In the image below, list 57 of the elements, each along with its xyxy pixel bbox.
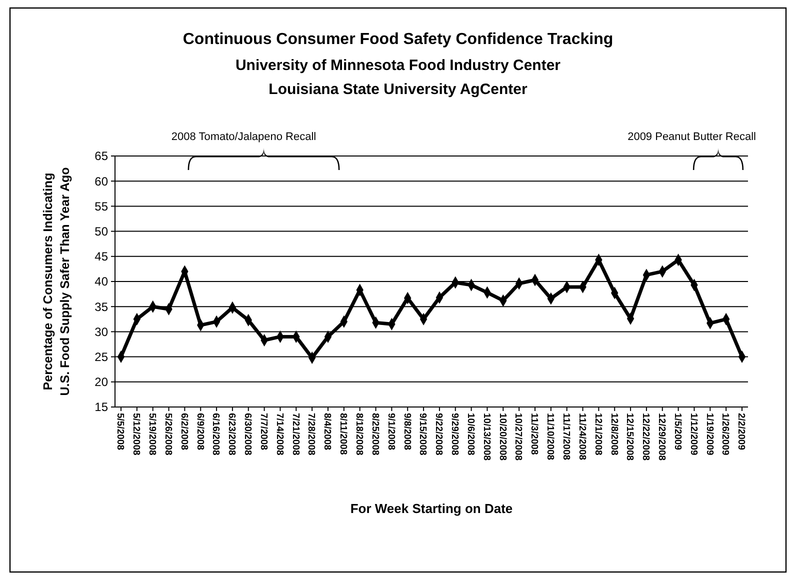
x-tick-label: 2/2/2009 [736,413,747,450]
x-tick-label: 8/11/2008 [338,413,349,455]
x-tick-label: 12/22/2008 [640,413,652,461]
x-tick-label: 1/26/2009 [720,413,731,456]
x-tick-label: 11/3/2008 [528,413,540,455]
x-tick-label: 10/13/2008 [480,413,492,461]
y-tick-label: 30 [94,324,108,339]
y-tick-label: 60 [94,174,108,188]
x-tick-label: 10/6/2008 [464,413,476,456]
x-tick-label: 9/29/2008 [449,413,460,456]
x-tick-label: 7/7/2008 [258,413,269,450]
x-tick-label: 11/24/2008 [576,413,588,460]
x-tick-label: 11/10/2008 [544,413,556,460]
x-tick-label: 11/17/2008 [560,413,572,460]
x-tick-label: 10/20/2008 [496,413,508,461]
x-tick-label: 1/5/2009 [672,413,683,450]
chart-title: Continuous Consumer Food Safety Confidence Tracking [182,31,614,48]
x-tick-label: 6/16/2008 [210,413,222,456]
x-tick-label: 12/1/2008 [592,413,604,456]
x-tick-label: 7/21/2008 [290,413,301,456]
y-tick-label: 65 [94,149,108,164]
x-tick-label: 7/28/2008 [306,413,317,456]
x-axis-title: For Week Starting on Date [350,501,513,516]
y-tick-label: 55 [94,199,108,214]
y-axis-title: Percentage of Consumers Indicating U.S. Food Supply Safer Than Year Ago [41,166,72,396]
x-tick-label: 1/12/2009 [688,413,699,456]
x-tick-label: 6/30/2008 [242,413,254,456]
x-tick-label: 9/15/2008 [417,413,428,456]
y-tick-label: 20 [94,375,108,390]
x-tick-label: 12/29/2008 [656,413,668,461]
x-tick-label: 6/2/2008 [178,413,190,450]
x-tick-label: 5/12/2008 [130,413,142,456]
y-tick-label: 45 [94,250,108,264]
text: 2008 Tomato/Jalapeno Recall [171,131,316,143]
x-tick-label: 9/22/2008 [433,413,444,456]
x-tick-label: 5/26/2008 [162,413,174,456]
x-tick-label: 6/23/2008 [226,413,238,456]
x-tick-label: 12/8/2008 [608,413,620,456]
y-tick-label: 40 [94,274,108,289]
x-tick-label: 6/9/2008 [194,413,206,450]
y-tick-label: 15 [94,400,108,414]
y-tick-label: 25 [94,350,108,364]
x-tick-label: 1/19/2009 [704,413,715,456]
y-tick-label: 50 [94,224,108,238]
y-tick-label: 35 [94,300,108,314]
x-tick-label: 8/18/2008 [354,413,365,456]
x-tick-label: 10/27/2008 [512,413,524,461]
x-tick-label: 5/5/2008 [114,413,126,450]
text: 2009 Peanut Butter Recall [628,131,756,143]
x-tick-label: 9/8/2008 [401,413,412,450]
x-tick-label: 8/25/2008 [369,413,380,456]
x-tick-label: 12/15/2008 [624,413,636,461]
x-tick-label: 8/4/2008 [322,413,333,450]
chart-subtitle: University of Minnesota Food Industry Center Louisiana State University AgCenter [235,57,561,98]
x-tick-label: 9/1/2008 [385,413,396,450]
x-tick-label: 5/19/2008 [146,413,158,456]
x-tick-label: 7/14/2008 [274,413,285,456]
